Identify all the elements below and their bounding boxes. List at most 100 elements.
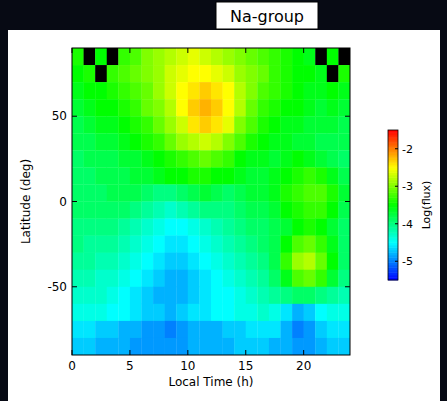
y-tick-label: -50	[47, 280, 67, 294]
x-tick-label: 20	[296, 359, 311, 373]
heat-cell	[118, 270, 130, 287]
heat-cell	[72, 48, 84, 65]
heat-cell	[176, 48, 188, 65]
heat-cell	[72, 167, 84, 184]
colorbar-strip	[388, 130, 398, 133]
colorbar-strip	[388, 208, 398, 211]
heat-cell	[315, 287, 327, 304]
heat-cell	[257, 338, 269, 355]
heat-cell	[118, 253, 130, 270]
heat-cell	[84, 150, 96, 167]
heat-cell	[153, 116, 165, 133]
heat-cell	[165, 304, 177, 321]
heat-cell	[281, 253, 293, 270]
heat-cell	[223, 253, 235, 270]
heat-cell	[327, 287, 339, 304]
heat-cell	[269, 338, 281, 355]
heat-cell	[292, 65, 304, 82]
heat-cell	[281, 82, 293, 99]
heat-cell	[118, 116, 130, 133]
heat-cell	[153, 167, 165, 184]
heat-cell	[211, 253, 223, 270]
heat-cell	[269, 116, 281, 133]
heat-cell	[176, 99, 188, 116]
heat-cell	[84, 184, 96, 201]
y-tick-label: 50	[52, 109, 67, 123]
heat-cell	[234, 304, 246, 321]
colorbar-frame	[388, 130, 398, 280]
heat-cell	[315, 48, 327, 65]
heat-cell	[107, 116, 119, 133]
heat-cell	[84, 202, 96, 219]
heat-cell	[142, 338, 154, 355]
heat-cell	[142, 321, 154, 338]
heat-cell	[107, 287, 119, 304]
heat-cell	[199, 270, 211, 287]
heat-cell	[95, 65, 107, 82]
heat-cell	[269, 65, 281, 82]
heat-cell	[223, 270, 235, 287]
x-tick-label: 0	[68, 359, 76, 373]
heat-cell	[304, 116, 316, 133]
colorbar-strip	[388, 200, 398, 203]
heat-cell	[281, 304, 293, 321]
heat-cell	[234, 133, 246, 150]
heat-cell	[142, 253, 154, 270]
heat-cell	[107, 219, 119, 236]
heat-cell	[142, 65, 154, 82]
heat-cell	[72, 82, 84, 99]
heat-cell	[176, 202, 188, 219]
heat-cell	[269, 202, 281, 219]
colorbar-strip	[388, 138, 398, 141]
heat-cell	[118, 236, 130, 253]
colorbar-strip	[388, 235, 398, 238]
heat-cell	[269, 48, 281, 65]
heat-cell	[107, 99, 119, 116]
heat-cell	[304, 270, 316, 287]
heat-cell	[153, 236, 165, 253]
heat-cell	[153, 338, 165, 355]
x-tick	[303, 350, 304, 355]
heat-cell	[84, 82, 96, 99]
heat-cell	[257, 150, 269, 167]
heat-cell	[315, 150, 327, 167]
title-box: Na-group	[216, 2, 318, 29]
heat-cell	[292, 184, 304, 201]
heat-cell	[281, 338, 293, 355]
heat-cell	[338, 133, 350, 150]
heat-cell	[95, 202, 107, 219]
heat-cell	[95, 48, 107, 65]
heat-cell	[95, 116, 107, 133]
heat-cell	[188, 270, 200, 287]
heat-cell	[199, 116, 211, 133]
heat-cell	[246, 236, 258, 253]
colorbar-strip	[388, 150, 398, 153]
heat-cell	[72, 253, 84, 270]
heat-cell	[188, 287, 200, 304]
heat-cell	[107, 167, 119, 184]
heat-cell	[257, 99, 269, 116]
colorbar-tick	[395, 186, 398, 187]
heat-cell	[234, 99, 246, 116]
heat-cell	[118, 150, 130, 167]
heat-cell	[234, 219, 246, 236]
heat-cell	[176, 167, 188, 184]
heat-cell	[246, 184, 258, 201]
heat-cell	[153, 184, 165, 201]
heat-cell	[234, 65, 246, 82]
heat-cell	[315, 253, 327, 270]
y-tick	[72, 286, 77, 287]
heat-cell	[327, 133, 339, 150]
colorbar-strip	[388, 265, 398, 268]
colorbar-tick	[395, 148, 398, 149]
heat-cell	[304, 184, 316, 201]
y-tick	[345, 116, 350, 117]
heat-cell	[95, 270, 107, 287]
heat-cell	[304, 236, 316, 253]
heat-cell	[199, 321, 211, 338]
heat-cell	[234, 270, 246, 287]
heat-cell	[257, 133, 269, 150]
heat-cell	[107, 236, 119, 253]
heat-cell	[165, 270, 177, 287]
colorbar-tick-label: -4	[402, 218, 413, 231]
